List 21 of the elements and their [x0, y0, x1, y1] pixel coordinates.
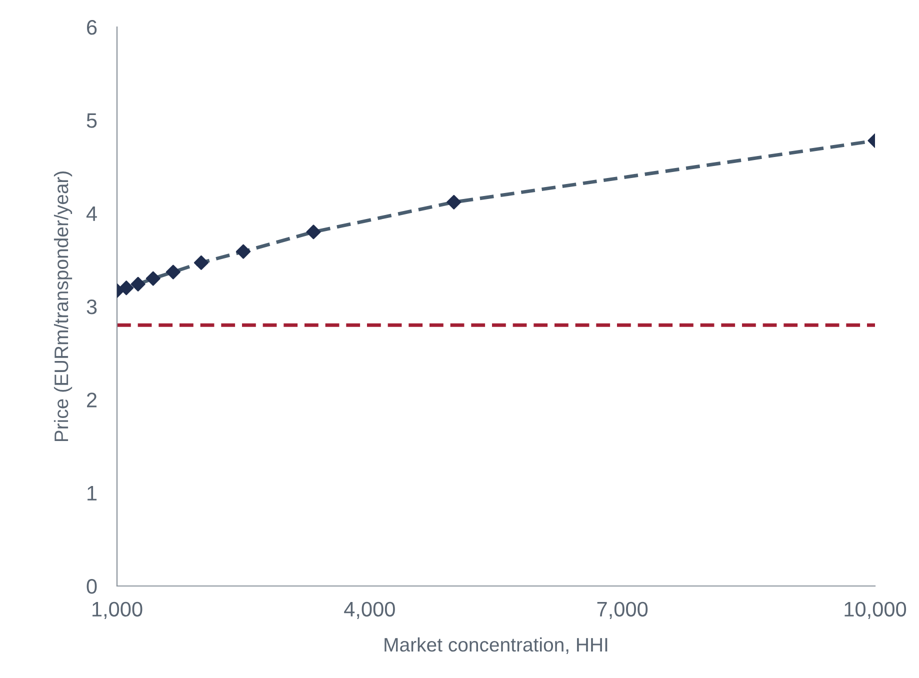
- y-tick-label: 6: [87, 20, 97, 35]
- point: [130, 276, 146, 292]
- point: [236, 244, 251, 259]
- y-tick-label: 3: [86, 300, 97, 314]
- y-tick-label: 4: [86, 206, 97, 221]
- point: [119, 280, 134, 296]
- point: [194, 255, 209, 270]
- x-tick-label: 1,000: [92, 602, 142, 620]
- x-tick-label: 7,000: [597, 602, 648, 620]
- x-axis-title: Market concentration, HHI: [384, 637, 608, 654]
- y-axis-title: Price (EURm/transponder/year): [54, 172, 72, 442]
- y-tick-label: 1: [88, 486, 97, 500]
- point: [166, 264, 180, 280]
- x-tick-label: 4,000: [344, 602, 395, 620]
- y-tick-label: 0: [86, 579, 97, 594]
- point: [446, 194, 462, 210]
- x-tick-label: 10,000: [844, 602, 906, 620]
- y-tick-label: 5: [86, 113, 97, 128]
- point: [146, 271, 160, 286]
- y-tick-label: 2: [87, 392, 97, 408]
- point: [306, 224, 321, 240]
